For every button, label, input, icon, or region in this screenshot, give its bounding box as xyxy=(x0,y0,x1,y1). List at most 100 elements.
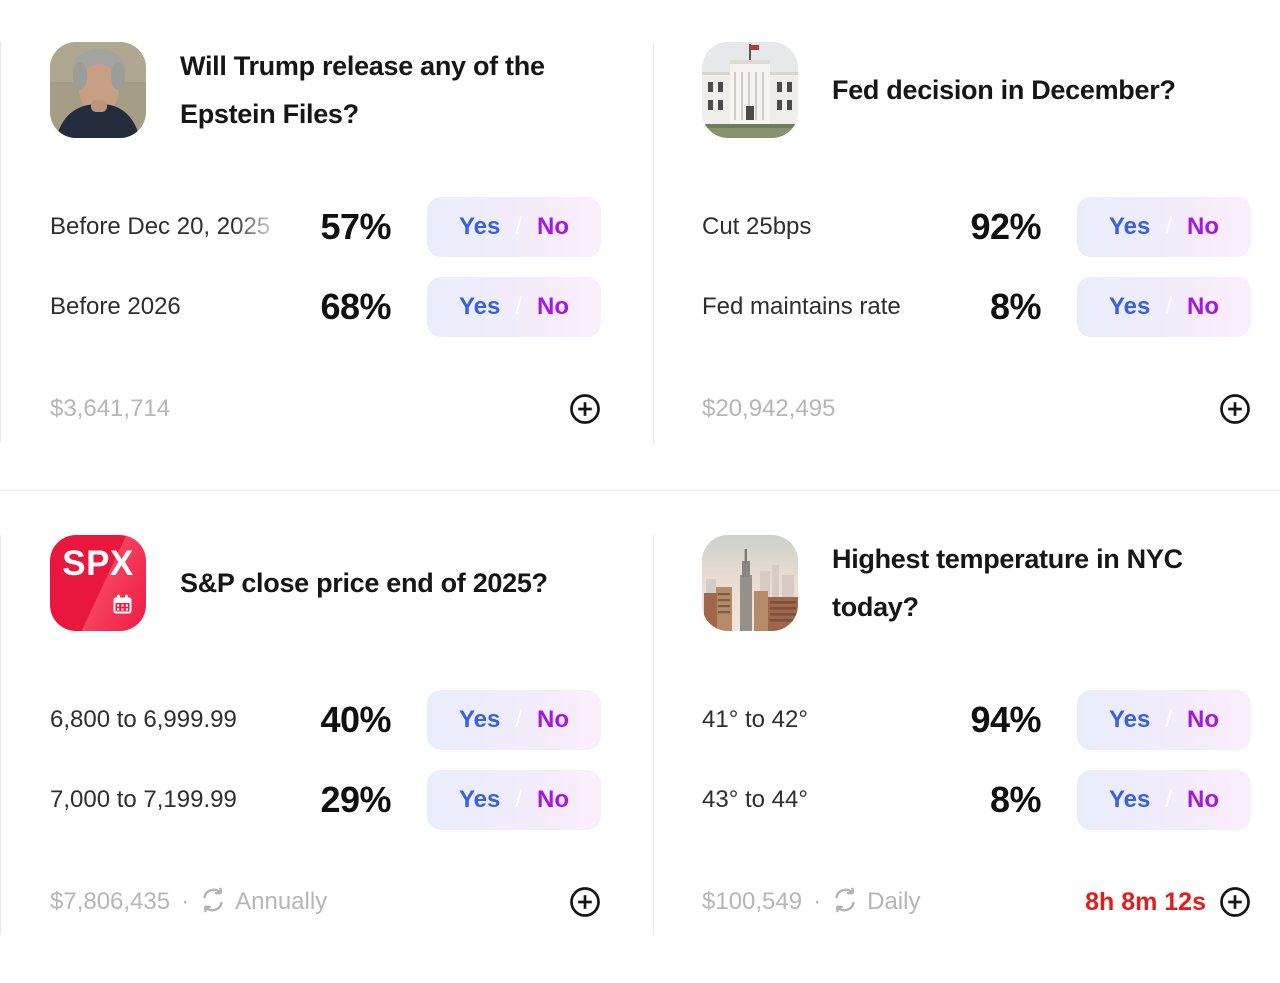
outcome-probability: 57% xyxy=(320,206,391,247)
pill-separator: / xyxy=(515,213,523,240)
no-button[interactable]: No xyxy=(537,213,570,240)
recurrence-label: Daily xyxy=(867,888,921,915)
title-line-2: Epstein Files? xyxy=(180,99,359,129)
no-button[interactable]: No xyxy=(537,293,570,320)
title-line-1: Fed decision in December? xyxy=(832,75,1176,105)
no-button[interactable]: No xyxy=(1187,706,1220,733)
yes-button[interactable]: Yes xyxy=(458,786,501,813)
yes-button[interactable]: Yes xyxy=(1108,786,1151,813)
title-line-2: today? xyxy=(832,592,919,622)
outcome-probability: 92% xyxy=(970,206,1041,247)
yes-no-pill[interactable]: Yes / No xyxy=(427,770,601,830)
title-line-1: Highest temperature in NYC xyxy=(832,544,1183,574)
title-line-1: S&P close price end of 2025? xyxy=(180,568,548,598)
repeat-icon xyxy=(200,887,226,918)
yes-button[interactable]: Yes xyxy=(1108,213,1151,240)
outcome-probability: 68% xyxy=(320,286,391,327)
yes-no-pill[interactable]: Yes / No xyxy=(1077,770,1251,830)
outcome-label: Before 2026 xyxy=(50,293,181,320)
title-line-1: Will Trump release any of the xyxy=(180,51,545,81)
meta-separator: · xyxy=(813,888,822,915)
row-divider xyxy=(0,490,1280,491)
spx-logo-text: SPX xyxy=(62,544,134,583)
yes-button[interactable]: Yes xyxy=(458,213,501,240)
no-button[interactable]: No xyxy=(1187,213,1220,240)
outcome-row[interactable]: 41° to 42° 94% Yes / No xyxy=(702,690,1251,750)
outcome-label: Fed maintains rate xyxy=(702,293,901,320)
outcome-row[interactable]: 43° to 44° 8% Yes / No xyxy=(702,770,1251,830)
countdown-timer: 8h 8m 12s xyxy=(1085,887,1206,916)
card-header: Fed decision in December? xyxy=(702,42,1251,138)
yes-button[interactable]: Yes xyxy=(1108,293,1151,320)
pill-separator: / xyxy=(515,786,523,813)
outcome-rows: 41° to 42° 94% Yes / No 43° to 44° 8% Ye… xyxy=(702,690,1251,830)
card-footer: $20,942,495 xyxy=(702,389,1251,429)
outcome-label: 7,000 to 7,199.99 xyxy=(50,786,237,813)
no-button[interactable]: No xyxy=(537,786,570,813)
pill-separator: / xyxy=(515,706,523,733)
volume-label: $20,942,495 xyxy=(702,395,836,422)
epstein-photo-avatar xyxy=(50,42,146,138)
outcome-row[interactable]: Before Dec 20, 2025 57% Yes / No xyxy=(50,197,601,257)
outcome-probability: 40% xyxy=(320,699,391,740)
yes-button[interactable]: Yes xyxy=(458,706,501,733)
yes-no-pill[interactable]: Yes / No xyxy=(1077,277,1251,337)
pill-separator: / xyxy=(1165,786,1173,813)
pill-separator: / xyxy=(1165,706,1173,733)
fed-building-avatar xyxy=(702,42,798,138)
outcome-label: Cut 25bps xyxy=(702,213,812,240)
recurrence-label: Annually xyxy=(235,888,328,915)
card-header: SPX S&P close price end of 202 xyxy=(50,535,601,631)
no-button[interactable]: No xyxy=(537,706,570,733)
card-header: Will Trump release any of the Epstein Fi… xyxy=(50,42,601,138)
card-footer: $100,549 · Daily 8h 8m 12s xyxy=(702,882,1251,922)
yes-no-pill[interactable]: Yes / No xyxy=(427,277,601,337)
card-footer: $3,641,714 xyxy=(50,389,601,429)
market-card-epstein-files[interactable]: Will Trump release any of the Epstein Fi… xyxy=(0,42,652,443)
plus-circle-icon[interactable] xyxy=(1219,393,1251,425)
outcome-rows: Cut 25bps 92% Yes / No Fed maintains rat… xyxy=(702,197,1251,337)
pill-separator: / xyxy=(1165,213,1173,240)
volume-label: $100,549 xyxy=(702,888,803,915)
outcome-probability: 8% xyxy=(989,779,1042,820)
card-header: Highest temperature in NYC today? xyxy=(702,535,1251,631)
nyc-skyline-avatar xyxy=(702,535,798,631)
no-button[interactable]: No xyxy=(1187,293,1220,320)
outcome-label: Before Dec 20, 2025 xyxy=(50,213,271,240)
outcome-label: 6,800 to 6,999.99 xyxy=(50,706,237,733)
yes-no-pill[interactable]: Yes / No xyxy=(427,197,601,257)
repeat-icon xyxy=(832,887,858,918)
outcome-probability: 94% xyxy=(970,699,1041,740)
outcome-row[interactable]: Before 2026 68% Yes / No xyxy=(50,277,601,337)
no-button[interactable]: No xyxy=(1187,786,1220,813)
plus-circle-icon[interactable] xyxy=(1219,886,1251,918)
pill-separator: / xyxy=(1165,293,1173,320)
plus-circle-icon[interactable] xyxy=(569,393,601,425)
volume-label: $3,641,714 xyxy=(50,395,171,422)
plus-circle-icon[interactable] xyxy=(569,886,601,918)
market-title: Will Trump release any of the Epstein Fi… xyxy=(180,42,545,138)
meta-separator: · xyxy=(181,888,190,915)
market-card-fed-decision[interactable]: Fed decision in December? Cut 25bps 92% … xyxy=(653,42,1280,443)
outcome-row[interactable]: Fed maintains rate 8% Yes / No xyxy=(702,277,1251,337)
outcome-rows: 6,800 to 6,999.99 40% Yes / No 7,000 to … xyxy=(50,690,601,830)
market-title: S&P close price end of 2025? xyxy=(180,559,548,607)
spx-logo: SPX xyxy=(50,535,146,631)
volume-label: $7,806,435 xyxy=(50,888,171,915)
outcome-probability: 29% xyxy=(320,779,391,820)
outcome-label: 41° to 42° xyxy=(702,706,808,733)
market-title: Fed decision in December? xyxy=(832,66,1176,114)
yes-no-pill[interactable]: Yes / No xyxy=(1077,690,1251,750)
yes-button[interactable]: Yes xyxy=(1108,706,1151,733)
yes-no-pill[interactable]: Yes / No xyxy=(1077,197,1251,257)
outcome-row[interactable]: Cut 25bps 92% Yes / No xyxy=(702,197,1251,257)
market-card-nyc-temperature[interactable]: Highest temperature in NYC today? 41° to… xyxy=(653,535,1280,935)
yes-button[interactable]: Yes xyxy=(458,293,501,320)
yes-no-pill[interactable]: Yes / No xyxy=(427,690,601,750)
outcome-label: 43° to 44° xyxy=(702,786,808,813)
market-card-sp-close-price[interactable]: SPX S&P close price end of 202 xyxy=(0,535,652,935)
outcome-probability: 8% xyxy=(989,286,1042,327)
outcome-row[interactable]: 6,800 to 6,999.99 40% Yes / No xyxy=(50,690,601,750)
outcome-row[interactable]: 7,000 to 7,199.99 29% Yes / No xyxy=(50,770,601,830)
